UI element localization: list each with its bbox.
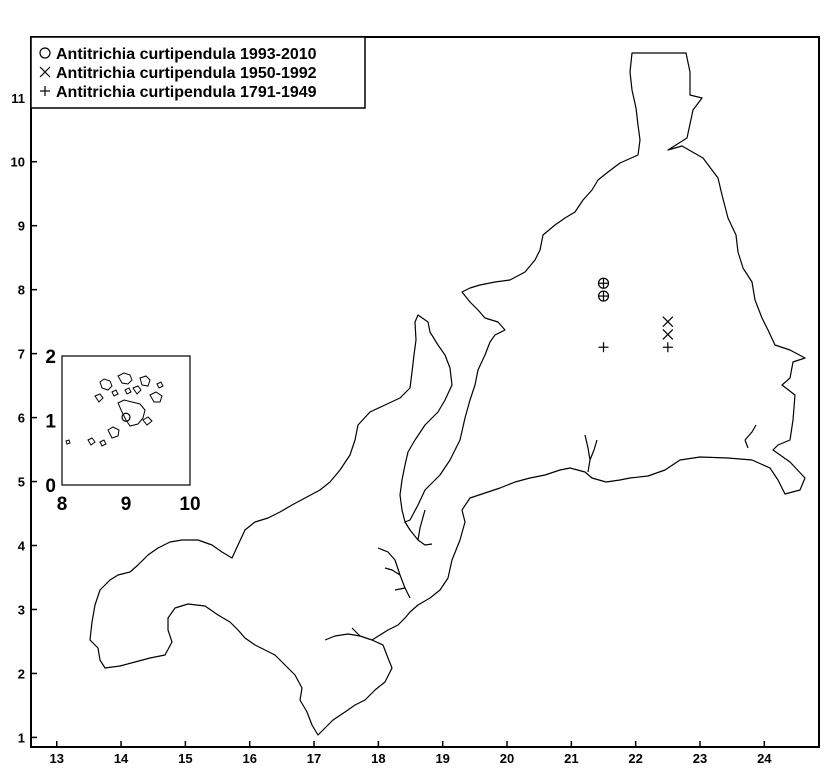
y-tick-label: 10 [11,155,25,170]
scilly-inset: 8 9 10 0 1 2 [45,347,200,515]
island [94,393,104,403]
record-marker [662,329,674,340]
island [87,437,96,446]
inset-x-tick-label: 8 [57,494,68,515]
island [156,381,164,389]
legend-label: Antitrichia curtipendula 1791-1949 [56,84,317,101]
inset-record-marker [121,412,131,422]
inset-x-tick-label: 10 [179,494,200,515]
x-tick-label: 21 [564,751,578,766]
island [65,439,71,445]
y-tick-label: 4 [18,539,26,554]
record-markers [597,277,674,353]
y-tick-label: 5 [18,475,25,490]
y-tick-label: 8 [18,283,25,298]
estuary-creek [744,424,757,449]
coastline [89,52,806,736]
x-tick-label: 20 [500,751,514,766]
y-tick-label: 3 [18,602,25,617]
inset-islands [65,372,164,447]
x-tick-label: 19 [435,751,449,766]
legend-marker [39,47,51,59]
record-marker [598,342,609,353]
y-tick-label: 2 [18,666,25,681]
record-marker [662,316,674,328]
inset-x-tick-label: 9 [121,494,132,515]
island [117,399,146,427]
x-axis: 13 14 15 16 17 18 19 20 21 22 23 24 [49,741,772,766]
x-tick-label: 15 [178,751,192,766]
legend-label: Antitrichia curtipendula 1950-1992 [56,65,317,82]
inset-y-tick-label: 1 [45,412,56,433]
y-tick-label: 7 [18,347,25,362]
x-tick-label: 22 [628,751,642,766]
island [142,416,153,426]
legend-marker [39,66,51,78]
inset-y-tick-label: 2 [45,347,56,368]
estuary-creek [584,434,598,473]
inset-frame [61,355,191,486]
island [132,385,142,395]
inset-markers [121,412,131,422]
y-tick-label: 6 [18,411,25,426]
y-tick-label: 1 [18,730,25,745]
x-tick-label: 23 [693,751,707,766]
y-axis: 1 2 3 4 5 6 7 8 9 10 11 [11,91,37,745]
plot-frame [30,36,820,748]
island [124,387,132,395]
x-tick-label: 24 [757,751,772,766]
legend: Antitrichia curtipendula 1993-2010 Antitr… [30,36,366,109]
x-tick-label: 17 [307,751,321,766]
x-tick-label: 18 [371,751,385,766]
record-marker [597,290,610,302]
legend-marker [40,86,50,96]
record-marker [597,277,610,289]
island [99,439,107,447]
island [139,375,151,387]
island [107,426,120,439]
island [99,378,113,391]
x-tick-label: 16 [242,751,256,766]
inset-y-tick-label: 0 [45,476,56,497]
island [149,391,163,403]
island [117,372,133,385]
record-marker [662,342,673,353]
estuary-creek [377,547,411,599]
county-outline [89,52,806,736]
y-tick-label: 11 [11,91,25,106]
inset-axes: 8 9 10 0 1 2 [45,347,200,515]
legend-box [30,36,366,109]
legend-label: Antitrichia curtipendula 1993-2010 [56,46,317,63]
x-tick-label: 14 [114,751,129,766]
estuary-creek [324,627,373,641]
island [111,389,119,397]
estuary-creek [404,509,433,546]
x-tick-label: 13 [49,751,63,766]
y-tick-label: 9 [18,219,25,234]
